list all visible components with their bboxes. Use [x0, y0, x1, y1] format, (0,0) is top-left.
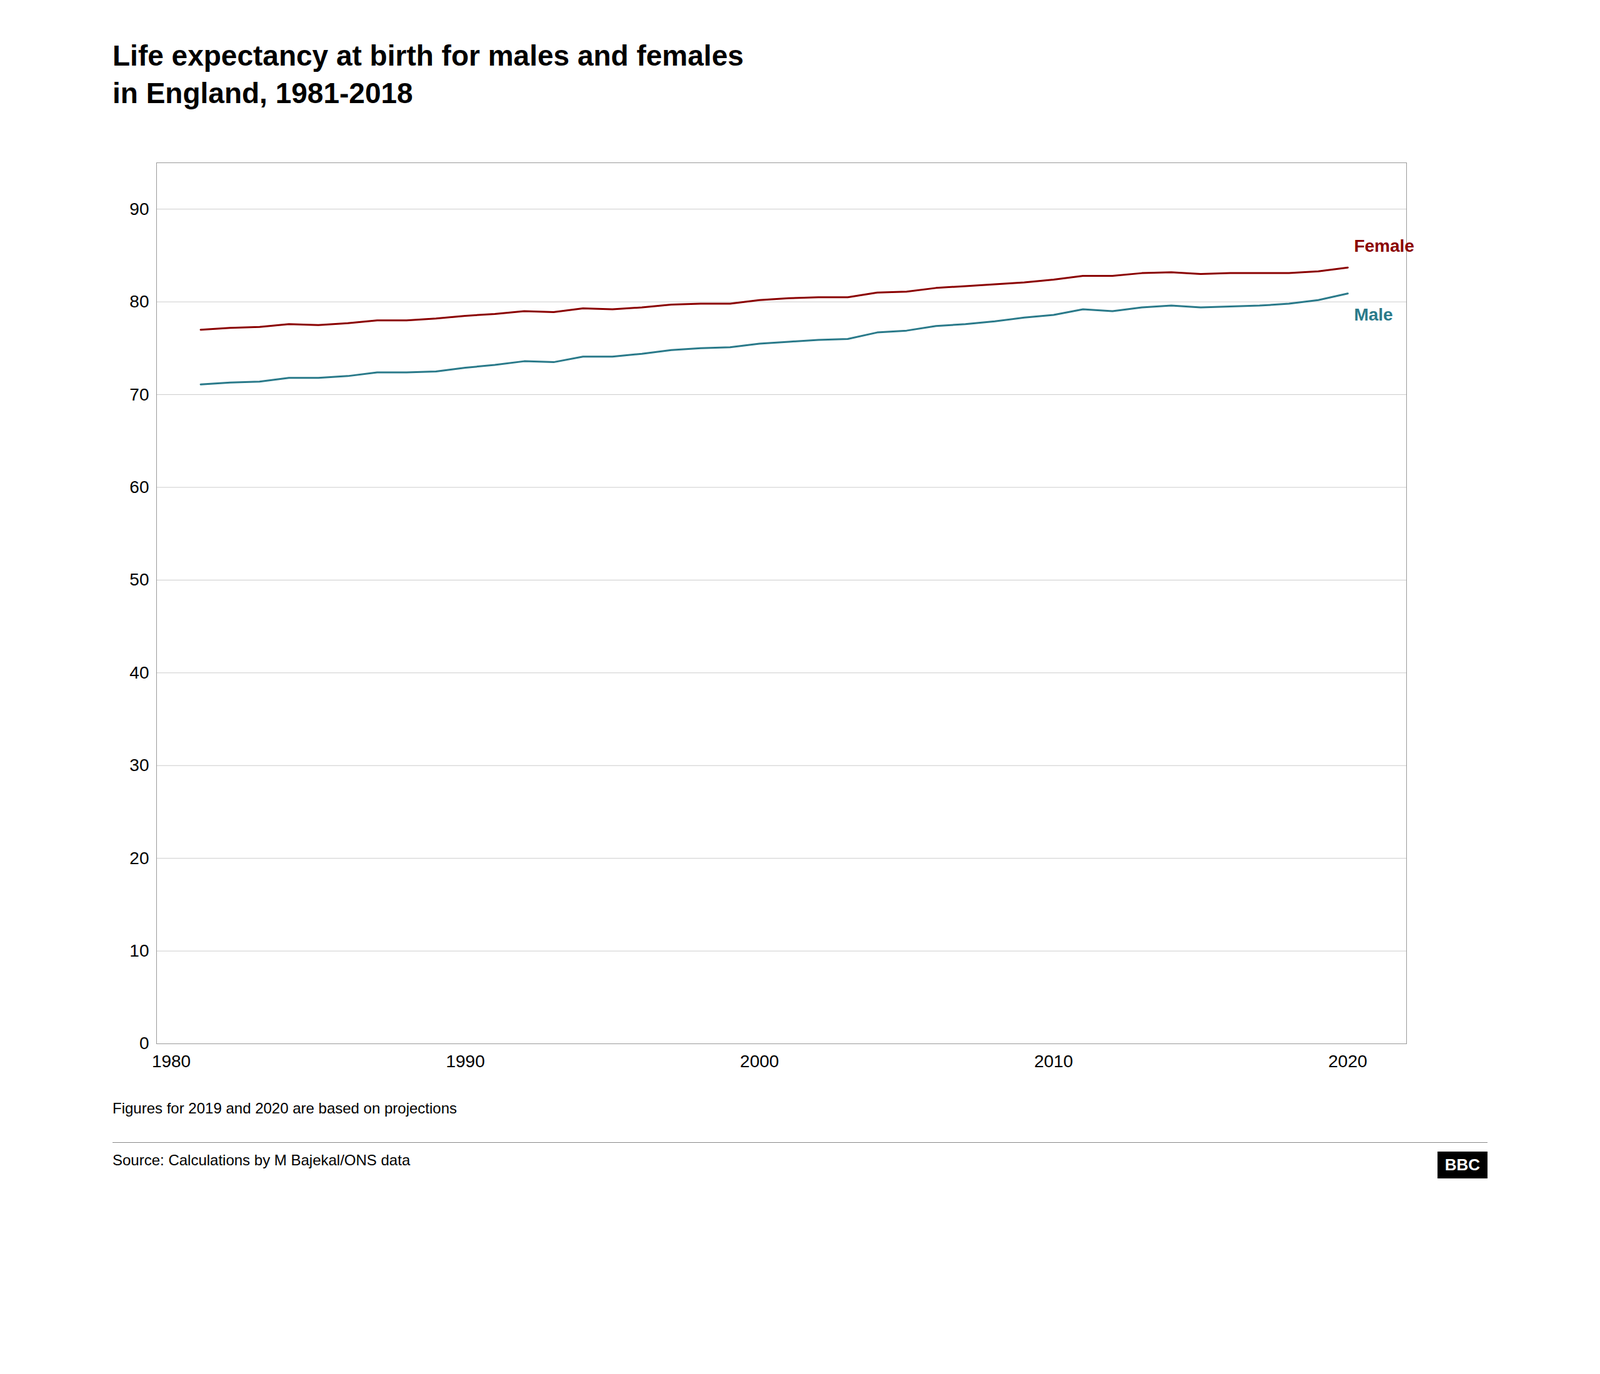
svg-text:30: 30: [129, 755, 149, 775]
svg-text:2020: 2020: [1328, 1051, 1367, 1072]
svg-text:2010: 2010: [1034, 1051, 1074, 1072]
svg-text:Male: Male: [1353, 304, 1393, 324]
html-text:in England, 1981-2018: in England, 1981-2018: [112, 76, 413, 110]
svg-text:20: 20: [129, 848, 149, 868]
html-text:Life expectancy at birth for m: Life expectancy at birth for males and f…: [112, 39, 744, 72]
svg-text:40: 40: [129, 662, 149, 682]
svg-text:60: 60: [129, 477, 149, 497]
html-text:BBC: BBC: [1444, 1155, 1480, 1175]
svg-text:70: 70: [129, 384, 149, 404]
html-text:Source: Calculations by M Baje: Source: Calculations by M Bajekal/ONS da…: [112, 1151, 411, 1169]
svg-text:0: 0: [139, 1033, 150, 1054]
svg-text:1980: 1980: [151, 1051, 191, 1072]
svg-text:90: 90: [129, 198, 149, 219]
svg-text:10: 10: [129, 941, 149, 961]
html-text:Figures for 2019 and 2020 are: Figures for 2019 and 2020 are based on p…: [112, 1099, 457, 1117]
svg-text:1990: 1990: [445, 1051, 485, 1072]
svg-text:Female: Female: [1353, 236, 1415, 256]
svg-text:80: 80: [129, 291, 149, 312]
svg-text:2000: 2000: [740, 1051, 779, 1072]
svg-text:50: 50: [129, 570, 149, 590]
